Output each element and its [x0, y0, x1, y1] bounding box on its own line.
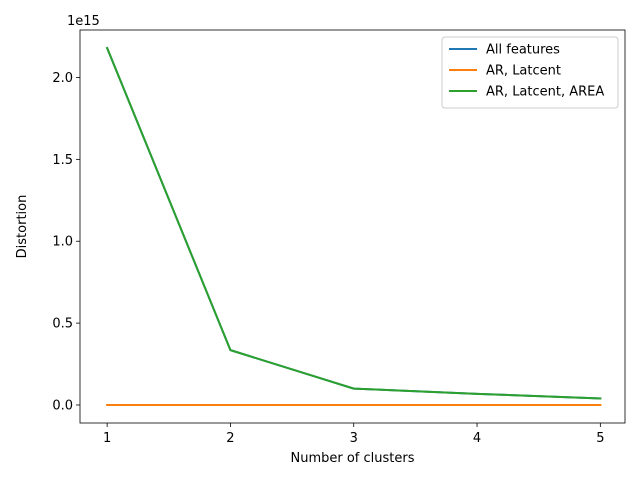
y-axis-label: Distortion — [15, 195, 30, 259]
y-tick-label: 0.5 — [52, 317, 73, 332]
legend-label: AR, Latcent, AREA — [486, 85, 604, 100]
legend-box — [441, 36, 619, 109]
legend: All features AR, Latcent AR, Latcent, AREA — [441, 36, 619, 109]
x-tick-label: 5 — [596, 431, 604, 446]
y-tick-label: 1.5 — [52, 153, 73, 168]
x-tick-label: 1 — [103, 431, 111, 446]
x-tick-label: 4 — [473, 431, 481, 446]
series-layer — [105, 46, 602, 406]
plot-frame — [79, 29, 626, 424]
ticks-layer: 1 2 3 4 5 0.0 0.5 1.0 1.5 2.0 — [52, 71, 604, 446]
x-tick-label: 2 — [226, 431, 234, 446]
y-tick-label: 0.0 — [52, 398, 73, 413]
legend-label: All features — [486, 43, 560, 58]
x-tick-label: 3 — [350, 431, 358, 446]
y-tick-label: 1.0 — [52, 235, 73, 250]
legend-label: AR, Latcent — [486, 64, 561, 79]
x-axis-label: Number of clusters — [290, 451, 414, 466]
offset-text: 1e15 — [67, 14, 100, 29]
series-line-2 — [105, 46, 602, 400]
y-tick-label: 2.0 — [52, 71, 73, 86]
